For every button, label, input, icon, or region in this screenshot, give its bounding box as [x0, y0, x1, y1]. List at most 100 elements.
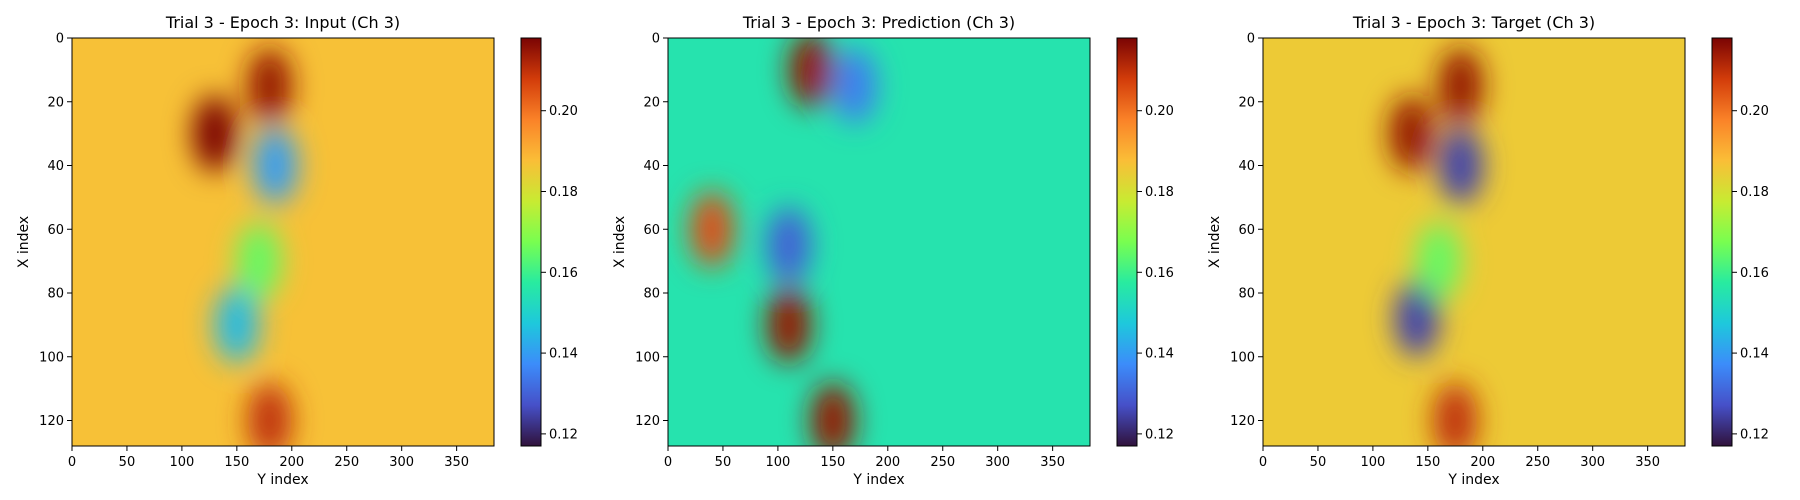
colorbar-tick-label: 0.18: [549, 185, 578, 200]
colorbar-tick-label: 0.20: [549, 104, 578, 119]
colorbar-tick-label: 0.14: [1740, 347, 1769, 362]
colorbar: 0.12 0.14 0.16 0.18 0.20: [520, 37, 578, 447]
x-tick-label: 50: [1310, 455, 1327, 470]
plot-frame: [71, 37, 495, 447]
x-tick-label: 100: [169, 455, 194, 470]
y-tick-label: 100: [39, 350, 64, 365]
x-axis-label: Y index: [1447, 472, 1499, 488]
heatmap-feature-6: [1433, 382, 1478, 446]
y-tick-label: 120: [635, 414, 660, 429]
chart-title: Trial 3 - Epoch 3: Input (Ch 3): [165, 13, 400, 32]
y-tick-label: 100: [635, 350, 660, 365]
y-tick-label: 100: [1230, 350, 1255, 365]
y-tick-label: 80: [643, 287, 660, 302]
heatmap-feature-5: [1416, 223, 1461, 300]
y-tick-label: 120: [1230, 414, 1255, 429]
x-tick-label: 200: [279, 455, 304, 470]
x-tick-label: 300: [985, 455, 1010, 470]
colorbar-tick-label: 0.14: [549, 347, 578, 362]
heatmap-feature-5: [766, 286, 811, 363]
y-tick-label: 20: [1238, 95, 1255, 110]
colorbar: 0.12 0.14 0.16 0.18 0.20: [1116, 37, 1174, 447]
heatmap-feature-1: [689, 191, 734, 268]
x-tick-label: 300: [1580, 455, 1605, 470]
x-tick-label: 350: [1635, 455, 1660, 470]
x-tick-label: 200: [875, 455, 900, 470]
colorbar-tick-label: 0.16: [1740, 266, 1769, 281]
y-tick-label: 40: [1238, 159, 1255, 174]
x-tick-label: 300: [389, 455, 414, 470]
heatmap-feature-3: [832, 47, 877, 124]
x-tick-label: 350: [1040, 455, 1065, 470]
x-tick-label: 200: [1470, 455, 1495, 470]
y-tick-label: 0: [56, 32, 64, 47]
heatmap-panel-3: 0 50 100 150 200 250 300 350 0 20 40 60 80 100 120 Tria…: [1207, 13, 1769, 488]
x-tick-label: 100: [1360, 455, 1385, 470]
y-axis-label: X index: [16, 216, 32, 268]
heatmap-feature-6: [247, 382, 292, 446]
colorbar-tick-label: 0.12: [549, 427, 578, 442]
y-tick-label: 0: [1247, 32, 1255, 47]
heatmap-feature-2: [1389, 95, 1434, 172]
y-tick-label: 80: [1238, 287, 1255, 302]
x-axis-label: Y index: [852, 472, 904, 488]
colorbar-bar: [520, 37, 542, 447]
colorbar-tick-label: 0.20: [1145, 104, 1174, 119]
x-tick-label: 150: [1415, 455, 1440, 470]
colorbar-tick-label: 0.16: [549, 266, 578, 281]
colorbar-tick-label: 0.12: [1145, 427, 1174, 442]
x-tick-label: 350: [444, 455, 469, 470]
heatmap-image: [1263, 38, 1685, 446]
heatmap-feature-2: [192, 95, 237, 172]
heatmap-panel-2: 0 50 100 150 200 250 300 350 0 20 40 60 80 100 120 Tria…: [612, 13, 1174, 488]
y-tick-label: 60: [47, 223, 64, 238]
x-tick-label: 50: [715, 455, 732, 470]
x-tick-label: 250: [1525, 455, 1550, 470]
x-tick-label: 0: [1259, 455, 1267, 470]
colorbar-tick-label: 0.20: [1740, 104, 1769, 119]
colorbar-tick-label: 0.14: [1145, 347, 1174, 362]
plot-frame: [1262, 37, 1686, 447]
heatmap-feature-6: [810, 382, 855, 446]
y-tick-label: 120: [39, 414, 64, 429]
heatmap-feature-4: [214, 286, 259, 363]
colorbar-tick-label: 0.16: [1145, 266, 1174, 281]
colorbar-bar: [1711, 37, 1733, 447]
y-tick-label: 80: [47, 287, 64, 302]
plot-frame: [667, 37, 1091, 447]
y-tick-label: 20: [47, 95, 64, 110]
colorbar-tick-label: 0.18: [1740, 185, 1769, 200]
heatmap-feature-3: [1438, 127, 1483, 204]
x-tick-label: 0: [664, 455, 672, 470]
heatmap-feature-4: [1394, 280, 1439, 357]
heatmap-feature-2: [788, 38, 833, 108]
x-axis-label: Y index: [256, 472, 308, 488]
y-axis-label: X index: [612, 216, 628, 268]
y-axis-label: X index: [1207, 216, 1223, 268]
colorbar-tick-label: 0.18: [1145, 185, 1174, 200]
x-tick-label: 250: [334, 455, 359, 470]
y-tick-label: 40: [47, 159, 64, 174]
y-tick-label: 0: [652, 32, 660, 47]
heatmap-feature-1: [247, 47, 292, 124]
x-tick-label: 150: [224, 455, 249, 470]
chart-title: Trial 3 - Epoch 3: Target (Ch 3): [1352, 13, 1595, 32]
x-tick-label: 0: [68, 455, 76, 470]
x-tick-label: 150: [820, 455, 845, 470]
heatmap-feature-3: [253, 127, 298, 204]
y-tick-label: 60: [643, 223, 660, 238]
colorbar-tick-label: 0.12: [1740, 427, 1769, 442]
y-tick-label: 40: [643, 159, 660, 174]
y-tick-label: 60: [1238, 223, 1255, 238]
heatmap-panel-1: 0 50 100 150 200 250 300 350 0 20 40 60 80 100 120 Tria…: [16, 13, 578, 488]
x-tick-label: 50: [119, 455, 136, 470]
x-tick-label: 250: [930, 455, 955, 470]
heatmap-background: [668, 38, 1090, 446]
chart-title: Trial 3 - Epoch 3: Prediction (Ch 3): [742, 13, 1015, 32]
x-tick-label: 100: [765, 455, 790, 470]
heatmap-feature-1: [1438, 47, 1483, 124]
colorbar-bar: [1116, 37, 1138, 447]
heatmap-feature-5: [236, 223, 281, 300]
heatmap-feature-4: [766, 207, 811, 284]
